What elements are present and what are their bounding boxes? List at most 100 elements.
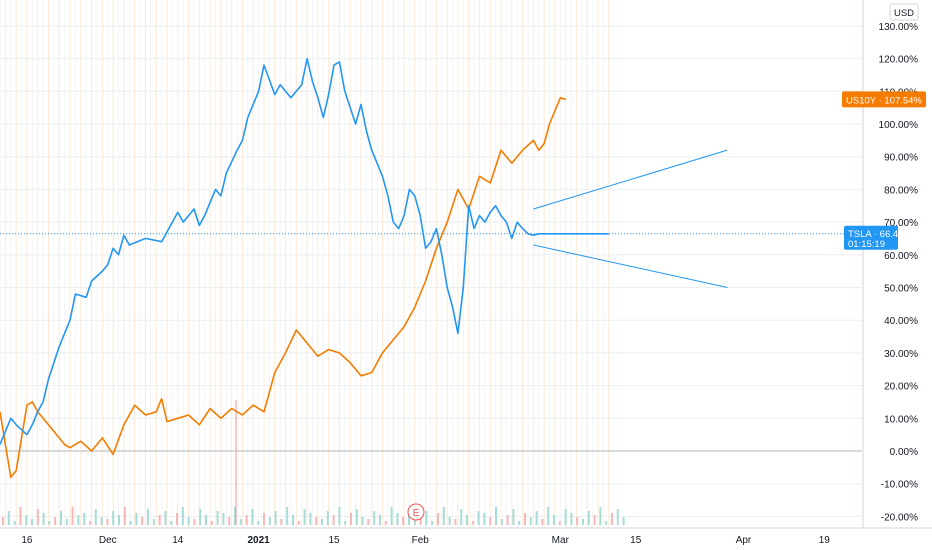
volume-bar (239, 519, 242, 525)
volume-bar (36, 509, 39, 525)
volume-bar (495, 507, 497, 525)
volume-bar (54, 517, 57, 525)
volume-bar (547, 507, 550, 525)
volume-bar (367, 519, 370, 525)
volume-bar (437, 513, 439, 525)
volume-bar (500, 519, 503, 525)
volume-bar (158, 515, 161, 525)
volume-bar (315, 517, 318, 525)
volume-bars (2, 400, 625, 525)
volume-bar (576, 517, 579, 525)
volume-bar (379, 515, 381, 525)
volume-bar (234, 507, 236, 525)
badge-us10y-label: US10Y · 107.54% (846, 95, 922, 106)
currency-label-text: USD (894, 8, 914, 19)
volume-bar (193, 519, 196, 525)
earnings-marker-text: E (413, 508, 420, 519)
volume-bar (65, 519, 68, 525)
series-lines (0, 57, 862, 479)
volume-bar (48, 521, 51, 525)
x-tick-label: Mar (552, 535, 570, 546)
volume-bar (373, 511, 376, 525)
volume-bar (326, 511, 329, 525)
volume-bar (2, 517, 4, 525)
volume-bar (205, 515, 207, 525)
volume-bar (89, 521, 91, 525)
volume-bar (100, 517, 103, 525)
volume-bar (541, 519, 544, 525)
volume-bar (338, 507, 341, 525)
volume-bar (396, 513, 399, 525)
volume-bar (71, 507, 74, 525)
volume-bar (123, 507, 126, 525)
x-tick-label: Feb (412, 535, 430, 546)
price-badges: US10Y · 107.54% TSLA · 66.43%01:15:19 (842, 91, 926, 250)
trendline (533, 244, 728, 288)
volume-bar (321, 519, 323, 525)
earnings-marker[interactable]: E (407, 503, 425, 521)
volume-bar (431, 521, 434, 525)
volume-bar (94, 509, 97, 525)
volume-bar (280, 519, 283, 525)
volume-bar (13, 521, 16, 525)
y-tick-label: 40.00% (884, 316, 918, 327)
volume-bar (228, 517, 231, 525)
x-tick-label: 16 (21, 535, 33, 546)
volume-bar (448, 517, 451, 525)
volume-bar (402, 517, 405, 525)
volume-bar (384, 521, 387, 525)
volume-bar (274, 511, 277, 525)
x-axis[interactable]: 16 Dec 14 2021 15 Feb Mar 15 Apr 19 (21, 535, 830, 546)
volume-bar (553, 515, 555, 525)
volume-bar (558, 521, 561, 525)
series-line-tsla (0, 57, 609, 445)
volume-bar (135, 513, 138, 525)
volume-bar (210, 521, 213, 525)
volume-bar (616, 509, 619, 525)
volume-bar (42, 513, 45, 525)
volume-bar (181, 507, 184, 525)
volume-bar (222, 513, 225, 525)
badge-tsla-countdown: 01:15:19 (848, 239, 885, 250)
volume-bar (460, 509, 463, 525)
volume-bar (413, 519, 416, 525)
y-tick-label: 50.00% (884, 284, 918, 295)
y-axis[interactable]: 130.00%120.00%110.00%100.00%90.00%80.00%… (879, 22, 919, 524)
volume-bar (489, 517, 492, 525)
badge-tsla (844, 225, 898, 250)
volume-bar (25, 515, 28, 525)
volume-bar (292, 515, 294, 525)
y-tick-label: 80.00% (884, 185, 918, 196)
volume-bar (309, 513, 312, 525)
volume-bar (361, 517, 364, 525)
volume-bar (622, 517, 625, 525)
volume-bar (176, 513, 178, 525)
volume-bar (506, 515, 509, 525)
y-tick-label: 30.00% (884, 349, 918, 360)
x-tick-label: 15 (630, 535, 642, 546)
volume-bar (344, 521, 347, 525)
y-tick-label: 10.00% (884, 414, 918, 425)
trendlines[interactable] (533, 149, 728, 288)
volume-bar (164, 511, 167, 525)
volume-bar (152, 519, 155, 525)
volume-bar (141, 517, 144, 525)
volume-bar (268, 517, 271, 525)
volume-bar (170, 521, 173, 525)
volume-bar (454, 519, 457, 525)
volume-bar (605, 521, 608, 525)
volume-bar (112, 511, 115, 525)
volume-bar (483, 513, 486, 525)
volume-bar (251, 509, 254, 525)
volume-bar (187, 517, 190, 525)
volume-bar (199, 509, 202, 525)
series-line-us10y (0, 97, 566, 479)
trendline (533, 149, 728, 210)
volume-bar (529, 517, 532, 525)
volume-bar (147, 509, 149, 525)
volume-bar (599, 507, 602, 525)
volume-bar (408, 509, 410, 525)
currency-label[interactable]: USD (889, 3, 919, 21)
volume-bar (297, 521, 300, 525)
